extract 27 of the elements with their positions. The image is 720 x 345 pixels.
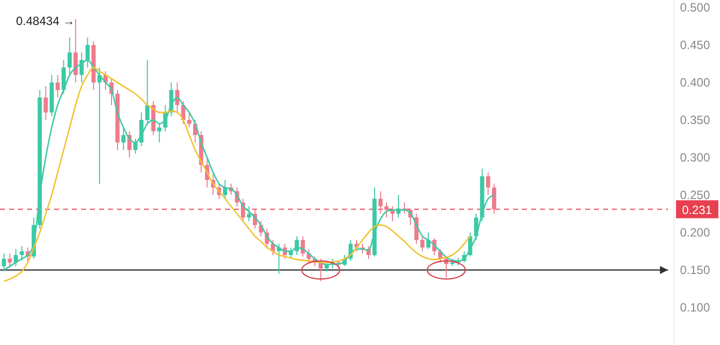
candlestick xyxy=(175,82,180,113)
candlestick xyxy=(121,127,126,150)
y-tick-label: 0.400 xyxy=(680,75,710,90)
y-tick-label: 0.100 xyxy=(680,300,710,314)
y-tick-label: 0.250 xyxy=(680,188,710,202)
candlestick xyxy=(492,183,496,214)
candlestick xyxy=(420,236,424,252)
candlestick xyxy=(378,190,383,214)
candlestick xyxy=(300,236,305,257)
y-tick-label: 0.300 xyxy=(680,150,710,164)
y-tick-label: 0.200 xyxy=(680,225,710,240)
candlestick xyxy=(133,138,138,154)
candlestick xyxy=(187,112,192,128)
candlestick xyxy=(157,123,162,143)
y-tick-label: 0.150 xyxy=(680,262,710,277)
candlestick xyxy=(294,236,299,256)
candlestick xyxy=(56,74,60,98)
candlestick xyxy=(20,246,24,261)
candlestick xyxy=(486,172,490,196)
candlestick xyxy=(318,258,323,282)
annotation: 0.48434 → xyxy=(16,14,75,28)
y-tick-label: 0.500 xyxy=(680,0,710,14)
ref-line-label: 0.231 xyxy=(682,202,712,217)
y-tick-label: 0.350 xyxy=(680,112,710,127)
y-tick-label: 0.450 xyxy=(680,38,710,52)
candlestick xyxy=(474,213,478,240)
candlestick xyxy=(44,86,48,120)
